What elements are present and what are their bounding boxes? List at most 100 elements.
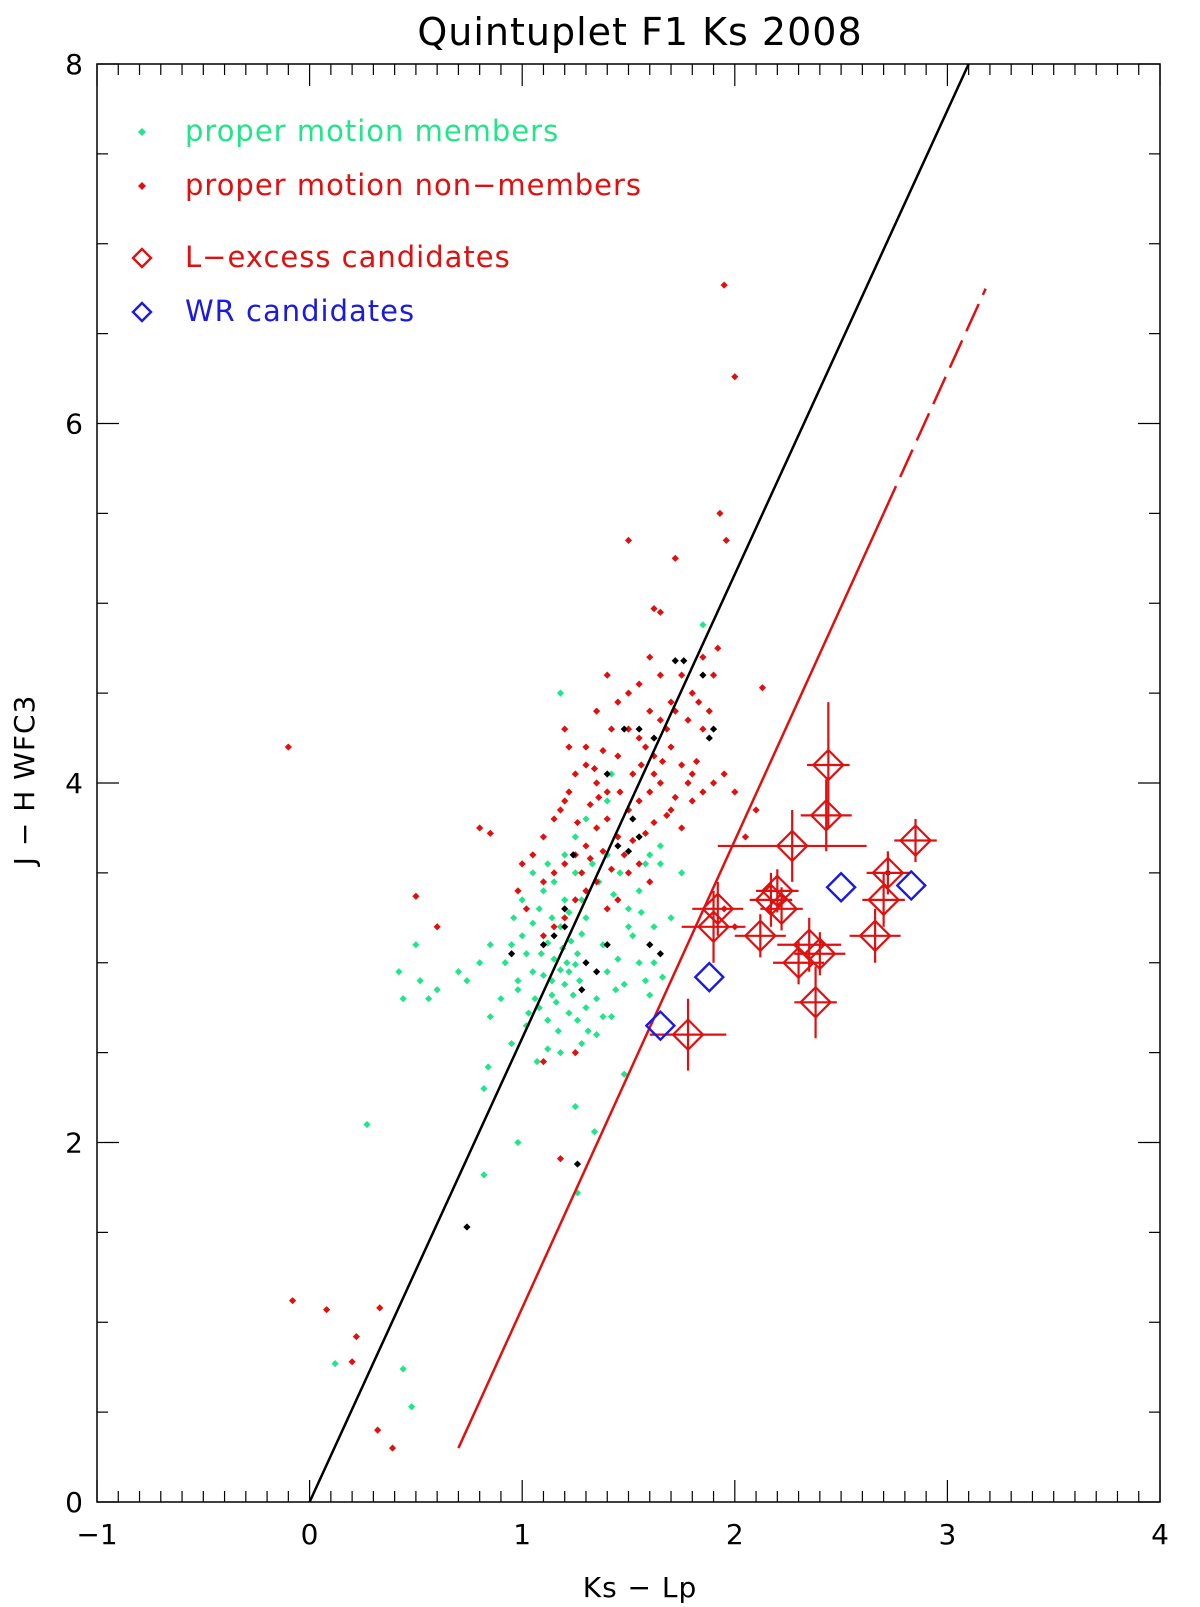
data-point	[352, 1333, 360, 1341]
data-point	[571, 960, 579, 969]
legend: proper motion members proper motion non−m…	[131, 114, 641, 328]
data-point	[522, 905, 531, 913]
data-point	[637, 761, 645, 769]
data-point	[454, 968, 463, 976]
data-point	[629, 932, 637, 940]
data-point	[556, 1049, 565, 1057]
candidate-marker	[696, 910, 731, 944]
data-point	[599, 1013, 607, 1021]
wr-marker	[693, 961, 725, 993]
data-point	[603, 770, 611, 778]
data-point	[650, 959, 658, 967]
data-point	[567, 937, 575, 945]
data-point	[584, 1027, 592, 1035]
data-point	[612, 986, 620, 994]
data-point	[678, 824, 686, 832]
data-point	[646, 707, 654, 715]
data-point	[582, 959, 590, 967]
data-point	[412, 892, 420, 900]
y-tick-label: 8	[65, 48, 83, 81]
candidate-marker	[701, 892, 735, 926]
data-point	[586, 854, 594, 863]
data-point	[561, 980, 569, 988]
legend-marker	[138, 182, 146, 190]
x-tick-label: 4	[1151, 1518, 1169, 1551]
data-point	[603, 788, 611, 796]
y-tick-label: 2	[65, 1127, 83, 1160]
data-point	[586, 800, 594, 809]
data-point	[561, 725, 569, 733]
data-point	[646, 851, 654, 859]
data-point	[554, 1027, 562, 1035]
data-point	[484, 1063, 492, 1071]
data-point	[646, 941, 654, 949]
data-point	[416, 977, 424, 985]
data-point	[331, 1359, 339, 1368]
data-point	[507, 1040, 516, 1048]
candidate-marker	[765, 892, 799, 926]
data-point	[607, 1013, 616, 1021]
data-point	[603, 905, 611, 913]
data-point	[731, 373, 739, 381]
data-point	[571, 1102, 579, 1111]
data-point	[561, 905, 569, 913]
data-point	[582, 815, 590, 823]
wr-marker	[825, 871, 857, 903]
data-point	[576, 977, 584, 985]
data-point	[497, 995, 505, 1003]
data-point	[688, 797, 696, 805]
data-point	[656, 671, 664, 679]
data-point	[486, 941, 494, 949]
data-point	[573, 818, 582, 827]
data-point	[376, 1304, 384, 1312]
data-point	[539, 1058, 548, 1066]
data-point	[582, 743, 590, 751]
data-point	[463, 977, 471, 985]
candidate-marker	[799, 985, 833, 1019]
data-point	[650, 770, 658, 778]
data-point	[569, 991, 577, 999]
data-point	[550, 955, 558, 963]
data-point	[624, 725, 633, 733]
y-tick-label: 0	[65, 1486, 83, 1519]
data-point	[348, 1358, 356, 1366]
data-point	[641, 829, 650, 837]
data-point	[578, 1040, 586, 1048]
data-point	[563, 959, 571, 967]
data-point	[607, 865, 616, 873]
data-point	[537, 950, 545, 958]
series-proper-motion-members	[331, 621, 707, 1411]
chart-title: Quintuplet F1 Ks 2008	[417, 10, 862, 54]
data-point	[363, 1120, 371, 1129]
data-point	[699, 788, 707, 796]
data-point	[548, 991, 556, 999]
candidate-marker	[809, 798, 843, 832]
data-point	[607, 770, 616, 778]
legend-marker	[131, 247, 153, 269]
data-point	[561, 797, 569, 805]
data-point	[680, 657, 688, 665]
data-point	[539, 941, 548, 949]
data-point	[582, 842, 590, 850]
data-point	[571, 896, 579, 904]
candidate-marker	[811, 748, 845, 782]
data-point	[531, 995, 539, 1003]
data-point	[752, 806, 760, 814]
x-tick-label: 3	[938, 1518, 956, 1551]
data-point	[603, 671, 611, 679]
data-point	[663, 725, 671, 733]
candidate-marker	[858, 919, 892, 953]
data-point	[684, 779, 692, 787]
data-point	[529, 919, 537, 927]
data-point	[650, 605, 658, 613]
x-tick-label: −1	[76, 1518, 117, 1551]
data-point	[590, 1128, 599, 1136]
data-point	[650, 818, 658, 827]
data-point	[650, 923, 658, 931]
data-point	[518, 896, 526, 904]
data-point	[486, 1013, 494, 1021]
data-point	[607, 725, 616, 733]
legend-label: WR candidates	[185, 294, 415, 328]
data-point	[635, 797, 643, 805]
